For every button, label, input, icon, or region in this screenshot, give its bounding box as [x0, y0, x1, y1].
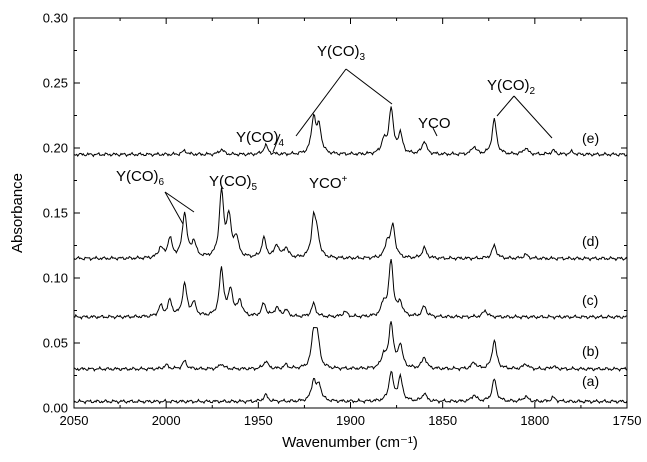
x-tick-label: 1800	[520, 413, 549, 428]
leader-yco	[432, 127, 438, 137]
leader-y-co-6-left	[164, 191, 184, 225]
leader-y-co-6-right	[164, 191, 195, 213]
y-tick-label: 0.05	[43, 336, 68, 351]
leader-y-co-3-right	[345, 68, 393, 105]
leader-y-co-4	[272, 133, 281, 153]
y-tick-label: 0.30	[43, 11, 68, 26]
annotation-yco: YCO	[418, 115, 451, 132]
spectrum-trace-c	[73, 259, 628, 320]
annotation-y-co-6: Y(CO)6	[116, 168, 165, 188]
annotation-y-co-4: Y(CO)4	[236, 129, 285, 149]
spectrum-trace-b	[73, 321, 628, 372]
x-tick-label: 2050	[60, 413, 89, 428]
x-axis-title: Wavenumber (cm⁻¹)	[282, 434, 418, 451]
annotation-leaders	[164, 68, 553, 225]
spectrum-trace-d	[73, 187, 628, 262]
y-axis-title: Absorbance	[9, 173, 26, 253]
y-tick-label: 0.10	[43, 271, 68, 286]
annotation-y-co-2: Y(CO)2	[487, 77, 536, 97]
leader-y-co-2-right	[513, 95, 553, 139]
spectra-traces	[73, 106, 628, 405]
trace-label-a: (a)	[582, 373, 599, 389]
spectrum-trace-a	[73, 370, 628, 405]
x-tick-label: 1750	[613, 413, 642, 428]
annotation-y-co-3: Y(CO)3	[317, 43, 366, 63]
trace-label-c: (c)	[582, 292, 598, 308]
plot-frame	[73, 17, 628, 409]
trace-label-d: (d)	[582, 233, 599, 249]
trace-label-b: (b)	[582, 343, 599, 359]
trace-label-e: (e)	[582, 130, 599, 146]
axis-ticks	[73, 17, 628, 409]
y-tick-label: 0.15	[43, 206, 68, 221]
tick-labels: 2050 2000 1950 1900 1850 1800 1750 0.00 0.05 0.10…	[43, 11, 642, 429]
y-tick-label: 0.00	[43, 401, 68, 416]
leader-y-co-3-left	[295, 68, 347, 137]
spectrum-trace-e	[73, 106, 628, 158]
annotation-yco-plus: YCO+	[309, 174, 348, 192]
x-tick-label: 1850	[428, 413, 457, 428]
trace-labels: (a) (b) (c) (d) (e)	[582, 130, 599, 389]
leader-y-co-2-left	[496, 95, 515, 117]
x-tick-label: 1900	[336, 413, 365, 428]
y-tick-label: 0.25	[43, 76, 68, 91]
y-tick-label: 0.20	[43, 141, 68, 156]
x-tick-label: 1950	[244, 413, 273, 428]
annotation-y-co-5: Y(CO)5	[209, 173, 258, 193]
annotations: Y(CO)4 Y(CO)3 YCO Y(CO)2 Y(CO)6 Y(CO)5 Y…	[116, 43, 536, 193]
x-tick-label: 2000	[152, 413, 181, 428]
